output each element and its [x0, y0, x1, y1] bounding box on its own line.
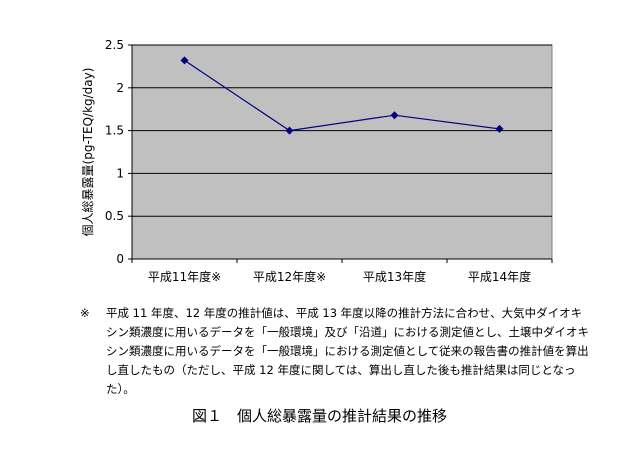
footnote-text: 平成 11 年度、12 年度の推計値は、平成 13 年度以降の推計方法に合わせ、… [106, 306, 589, 396]
x-tick-label: 平成13年度 [363, 269, 426, 284]
data-point [285, 126, 294, 135]
line-chart: 0 0.5 1 1.5 2 2.5 平成11年度※ 平成12年度※ 平成13年度 平成14年度 個… [81, 38, 553, 284]
x-tick-label: 平成12年度※ [253, 269, 326, 284]
y-axis-label: 個人総暴露量(pg-TEQ/kg/day) [81, 68, 95, 237]
figure-caption: 図１ 個人総暴露量の推計結果の推移 [191, 407, 447, 425]
plot-area [131, 44, 553, 260]
footnote: ※ 平成 11 年度、12 年度の推計値は、平成 13 年度以降の推計方法に合わ… [80, 304, 590, 399]
y-tick-label: 2 [116, 81, 124, 95]
x-tick-label: 平成11年度※ [148, 269, 221, 284]
chart: 0 0.5 1 1.5 2 2.5 平成11年度※ 平成12年度※ 平成13年度 平成14年度 個… [81, 38, 553, 284]
data-point [390, 111, 399, 120]
data-point [180, 56, 189, 65]
y-tick-label: 1.5 [105, 124, 124, 138]
x-tick-label: 平成14年度 [468, 269, 531, 284]
data-point [495, 124, 504, 133]
y-tick-label: 0 [116, 252, 124, 266]
series-line [184, 59, 500, 132]
footnote-mark: ※ [80, 306, 90, 320]
y-tick-label: 0.5 [105, 209, 124, 223]
y-tick-label: 2.5 [105, 38, 124, 52]
y-tick-label: 1 [116, 166, 124, 180]
